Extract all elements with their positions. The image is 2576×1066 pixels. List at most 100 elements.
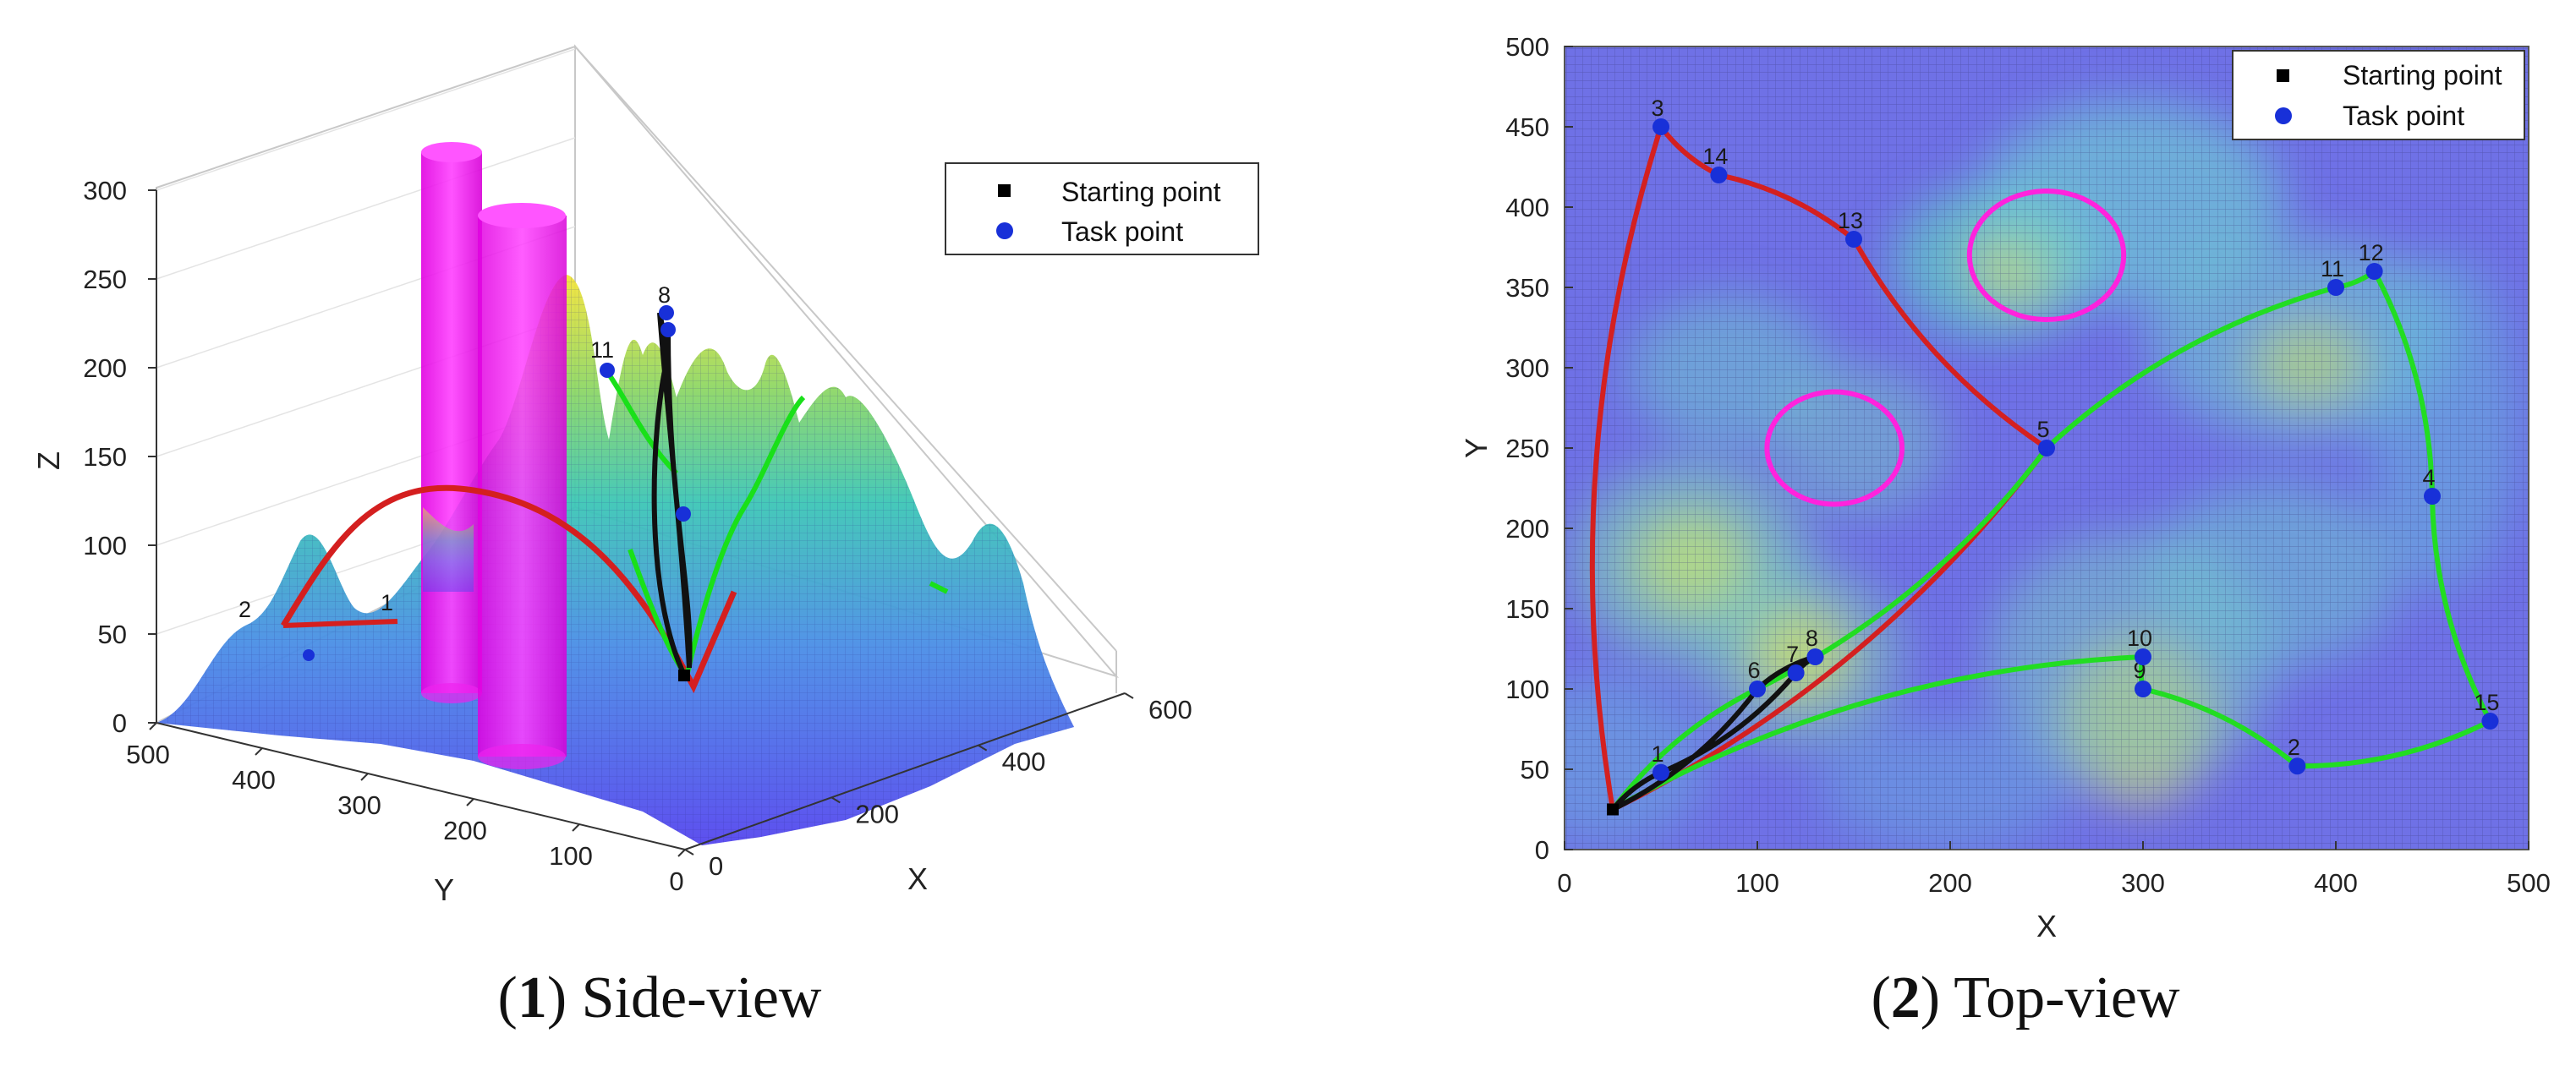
task-point-marker	[1749, 681, 1766, 697]
starting-point-marker	[1607, 803, 1619, 816]
route-path	[1589, 124, 2049, 812]
terrain-mesh	[156, 275, 1074, 845]
y-tick-label: 500	[126, 740, 170, 769]
y-tick-label: 500	[1505, 32, 1549, 62]
obstacles	[1764, 189, 2127, 507]
task-point-marker	[2135, 648, 2151, 665]
route-red-3d	[282, 619, 398, 628]
task-point-marker	[2481, 713, 2499, 730]
task-point-label: 10	[2127, 626, 2152, 651]
task-point-marker	[1710, 167, 1728, 183]
task-point-marker	[676, 506, 691, 522]
x-tick-label: 200	[855, 799, 899, 828]
circular-obstacle	[1966, 189, 2127, 322]
legend-starting-point: Starting point	[1061, 177, 1221, 207]
task-point-marker	[2135, 681, 2151, 697]
task-point-label: 12	[2359, 240, 2384, 265]
task-point-marker	[2327, 279, 2344, 296]
x-tick-label: 300	[2121, 868, 2165, 898]
task-point-marker	[2288, 757, 2306, 775]
task-point-label: 3	[1651, 96, 1663, 121]
x-tick-label: 500	[2507, 868, 2551, 898]
y-tick-label: 0	[1535, 835, 1549, 865]
task-point-marker	[659, 305, 674, 320]
axis-ticks: 0 100 200 300 400 500500450400350300250200150…	[1505, 32, 2551, 898]
task-point-label: 1	[1651, 741, 1663, 767]
caption-top-view: (2) Top-view	[1871, 965, 2180, 1030]
x-axis-label: X	[2036, 909, 2057, 943]
cylinder-obstacle	[421, 142, 482, 703]
heatmap-background	[1565, 46, 2529, 850]
z-tick-label: 50	[98, 620, 127, 649]
task-point-label: 7	[1786, 642, 1799, 667]
route-green-3d	[929, 581, 949, 594]
y-tick-label: 100	[549, 841, 593, 871]
task-point-marker	[1652, 763, 1669, 781]
side-view-panel: 11 8 1 2 3002502001501005005004003002001…	[31, 44, 1259, 1030]
task-point-marker	[1652, 118, 1669, 135]
task-point-marker	[1845, 231, 1862, 248]
task-point-label: 15	[2474, 690, 2499, 715]
task-point-marker	[2365, 263, 2383, 280]
task-point-marker	[1787, 664, 1805, 681]
task-point-marker	[2038, 440, 2055, 456]
legend-starting-point: Starting point	[2343, 60, 2502, 90]
z-tick-label: 150	[83, 442, 127, 472]
task-point-marker	[2424, 488, 2441, 505]
y-tick-label: 300	[1505, 353, 1549, 383]
x-tick-label: 0	[709, 851, 723, 881]
y-tick-label: 200	[1505, 514, 1549, 544]
point-label: 11	[590, 337, 614, 363]
y-tick-label: 350	[1505, 273, 1549, 303]
legend-task-point: Task point	[1061, 216, 1183, 247]
y-tick-label: 450	[1505, 112, 1549, 142]
task-point-marker	[1806, 648, 1824, 665]
task-point-marker	[303, 649, 315, 661]
y-tick-label: 100	[1505, 675, 1549, 704]
z-tick-label: 200	[83, 353, 127, 383]
task-point-label: 6	[1747, 658, 1760, 683]
y-tick-label: 300	[337, 790, 381, 820]
route-red-3d	[281, 484, 737, 694]
task-point-marker	[600, 363, 615, 378]
legend: Starting point Task point	[2232, 50, 2525, 140]
starting-point-3d	[678, 670, 690, 681]
point-label: 8	[658, 282, 671, 308]
caption-side-view: (1) Side-view	[498, 965, 822, 1030]
task-point-label: 4	[2422, 465, 2435, 490]
x-axis-label: X	[907, 861, 928, 896]
y-tick-label: 400	[232, 765, 276, 795]
task-point-label: 5	[2036, 417, 2049, 442]
legend: Starting point Task point	[945, 162, 1259, 255]
z-tick-label: 300	[83, 176, 127, 205]
cylinder-obstacle	[478, 203, 567, 769]
task-point-label: 8	[1806, 626, 1818, 651]
point-label: 2	[238, 597, 251, 622]
task-point-label: 13	[1838, 208, 1863, 233]
y-tick-label: 250	[1505, 434, 1549, 463]
y-tick-label: 150	[1505, 594, 1549, 624]
y-tick-label: 200	[443, 816, 487, 845]
x-tick-label: 400	[1002, 747, 1046, 777]
legend-task-point: Task point	[2343, 101, 2464, 131]
x-tick-label: 100	[1735, 868, 1779, 898]
y-tick-label: 400	[1505, 193, 1549, 222]
point-label: 1	[381, 590, 393, 615]
x-tick-label: 400	[2314, 868, 2358, 898]
axis-ticks-3d: 3002502001501005005004003002001000020040…	[83, 176, 1192, 896]
y-tick-label: 50	[1521, 755, 1549, 784]
z-tick-label: 250	[83, 265, 127, 294]
y-tick-label: 0	[669, 866, 683, 896]
task-point-label: 14	[1702, 144, 1728, 169]
task-point-marker	[660, 322, 676, 337]
y-axis-label: Y	[1459, 438, 1494, 458]
z-tick-label: 0	[112, 708, 127, 738]
y-axis-label: Y	[434, 872, 454, 907]
circular-obstacle	[1764, 389, 1905, 507]
task-point-label: 11	[2321, 256, 2344, 282]
z-tick-label: 100	[83, 531, 127, 560]
task-point-label: 2	[2288, 735, 2300, 760]
